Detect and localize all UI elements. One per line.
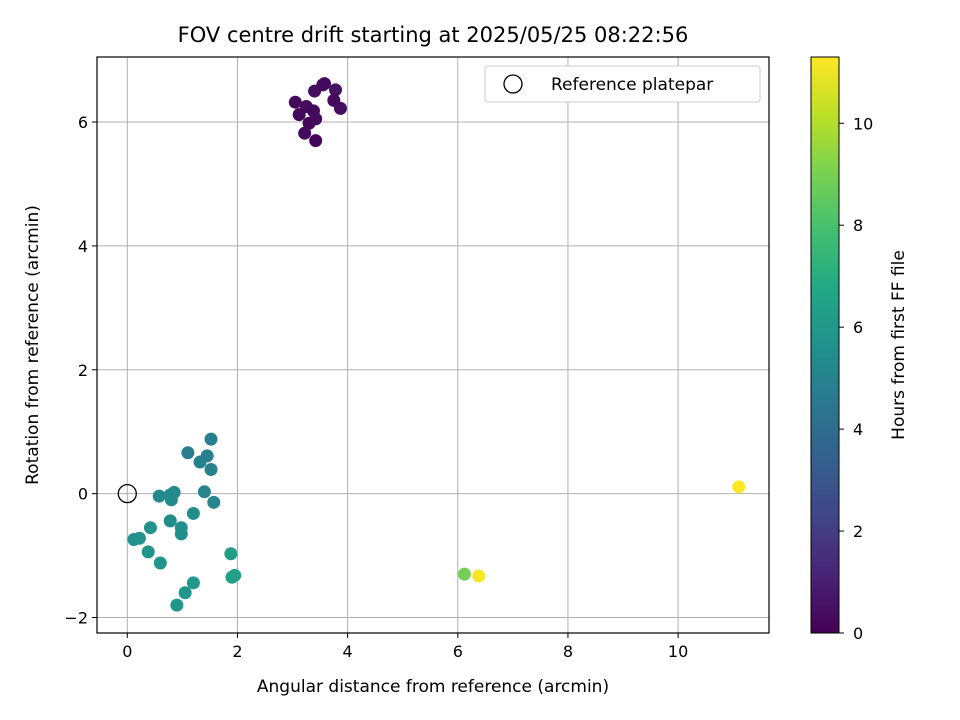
data-point — [152, 489, 166, 503]
legend-box — [484, 65, 761, 103]
data-point — [178, 586, 192, 600]
data-point — [204, 432, 218, 446]
data-point — [170, 598, 184, 612]
y-tick-label: 4 — [78, 237, 88, 256]
data-point — [288, 95, 302, 109]
data-point — [333, 101, 347, 115]
chart-title: FOV centre drift starting at 2025/05/25 … — [178, 23, 689, 47]
data-point — [317, 77, 331, 91]
data-point — [309, 134, 323, 148]
data-point — [181, 446, 195, 460]
legend: Reference platepar — [484, 65, 761, 103]
data-point — [193, 455, 207, 469]
colorbar: 0 2 4 6 8 10 Hours from first FF file — [810, 56, 909, 643]
colorbar-tick-label: 2 — [853, 522, 863, 541]
data-points — [127, 77, 746, 612]
data-point — [225, 570, 239, 584]
data-point — [472, 569, 486, 583]
data-point — [732, 480, 746, 494]
plot-frame — [96, 56, 770, 634]
x-axis-label: Angular distance from reference (arcmin) — [257, 677, 609, 697]
colorbar-label: Hours from first FF file — [889, 250, 909, 440]
colorbar-tick-label: 8 — [853, 216, 863, 235]
grid-lines — [97, 57, 769, 633]
data-point — [197, 485, 211, 499]
y-ticks: −2 0 2 4 6 — [64, 113, 97, 628]
data-point — [186, 506, 200, 520]
colorbar-tick-label: 6 — [853, 318, 863, 337]
y-axis-label: Rotation from reference (arcmin) — [23, 205, 43, 485]
data-point — [132, 531, 146, 545]
y-tick-label: −2 — [64, 609, 88, 628]
x-tick-label: 8 — [563, 642, 573, 661]
data-point — [174, 527, 188, 541]
data-point — [204, 462, 218, 476]
y-tick-label: 6 — [78, 113, 88, 132]
data-point — [302, 116, 316, 130]
x-tick-label: 0 — [122, 642, 132, 661]
x-ticks: 0 2 4 6 8 10 — [122, 633, 688, 661]
colorbar-ticks: 0 2 4 6 8 10 — [839, 114, 873, 643]
data-point — [186, 576, 200, 590]
legend-entry-reference-platepar: Reference platepar — [551, 75, 713, 95]
data-point — [329, 83, 343, 97]
data-point — [163, 514, 177, 528]
x-tick-label: 10 — [668, 642, 688, 661]
x-tick-label: 6 — [453, 642, 463, 661]
colorbar-tick-label: 0 — [853, 624, 863, 643]
data-point — [207, 495, 221, 509]
data-point — [141, 545, 155, 559]
data-point — [224, 547, 238, 561]
data-point — [298, 126, 312, 140]
colorbar-tick-label: 4 — [853, 420, 863, 439]
reference-platepar-marker — [117, 483, 137, 504]
colorbar-tick-label: 10 — [853, 114, 873, 133]
data-point — [457, 567, 471, 581]
data-point — [143, 521, 157, 535]
legend-marker-icon — [503, 74, 523, 94]
y-tick-label: 0 — [78, 485, 88, 504]
data-point — [153, 556, 167, 570]
x-tick-label: 2 — [232, 642, 242, 661]
y-tick-label: 2 — [78, 361, 88, 380]
data-point — [164, 493, 178, 507]
colorbar-gradient — [810, 56, 840, 634]
x-tick-label: 4 — [343, 642, 353, 661]
